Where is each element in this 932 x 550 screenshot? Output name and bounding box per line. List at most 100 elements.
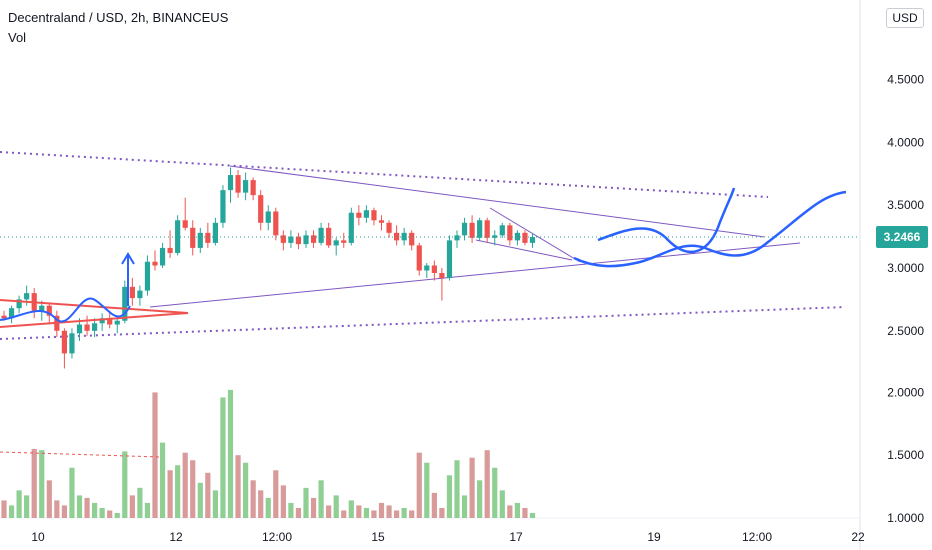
volume-bar xyxy=(401,507,407,518)
candle-body xyxy=(84,324,90,331)
price-tick-label: 1.5000 xyxy=(887,448,924,462)
volume-bar xyxy=(99,507,105,518)
candle-body xyxy=(144,261,151,291)
candle-body xyxy=(348,212,354,243)
candle-body xyxy=(114,320,120,325)
volume-bar xyxy=(439,507,445,518)
candle-body xyxy=(227,175,234,191)
volume-bar xyxy=(92,502,98,518)
drawings xyxy=(0,151,846,458)
volume-bar xyxy=(144,502,151,518)
candle-body xyxy=(303,235,309,245)
upper-trendline xyxy=(0,151,769,198)
candle-body xyxy=(507,225,513,241)
candle-body xyxy=(409,232,415,246)
candle-body xyxy=(439,273,445,279)
volume-bar xyxy=(341,510,347,518)
volume-bar xyxy=(295,507,302,518)
time-tick-label: 15 xyxy=(371,530,385,544)
grid xyxy=(0,0,861,550)
candle-body xyxy=(378,220,385,223)
volume-bar xyxy=(499,490,505,518)
price-tick-label: 3.5000 xyxy=(887,198,924,212)
candle-body xyxy=(477,220,483,238)
candle-body xyxy=(492,235,498,238)
time-tick-label: 12 xyxy=(169,530,183,544)
candle-body xyxy=(197,232,203,248)
candle-body xyxy=(212,222,218,243)
projection-path-early xyxy=(0,297,131,323)
volume-label[interactable]: Vol xyxy=(8,30,27,45)
volume-bar xyxy=(182,452,188,518)
candle-body xyxy=(205,232,211,243)
candle-body xyxy=(499,225,505,236)
candle-body xyxy=(529,237,536,243)
volume-bar xyxy=(409,510,415,518)
volume-bar xyxy=(280,485,286,518)
volume-bar xyxy=(348,500,354,518)
volume-bar xyxy=(507,505,513,518)
volume-bar xyxy=(484,450,490,518)
time-tick-label: 12:00 xyxy=(262,530,292,544)
candle-body xyxy=(69,333,75,354)
volume-bar xyxy=(227,389,234,518)
pennant-lower-line xyxy=(475,239,573,261)
candle-body xyxy=(461,222,468,236)
volume-bar xyxy=(212,490,218,518)
volume-bar xyxy=(363,507,369,518)
volume-bar xyxy=(492,467,498,518)
candle-body xyxy=(310,235,317,243)
price-tick-label: 4.5000 xyxy=(887,73,924,87)
candle-body xyxy=(24,293,30,300)
volume-bar xyxy=(129,495,135,518)
price-tick-label: 3.0000 xyxy=(887,261,924,275)
volume-bar xyxy=(1,500,7,518)
time-tick-label: 17 xyxy=(509,530,523,544)
candle-body xyxy=(265,211,271,223)
volume-bar xyxy=(318,480,324,518)
volume-bar xyxy=(197,482,203,518)
candle-body xyxy=(46,305,52,316)
candle-body xyxy=(333,240,339,246)
volume-bar xyxy=(114,512,120,518)
arrow-head xyxy=(121,252,135,265)
candle-body xyxy=(484,220,490,238)
price-axis[interactable]: 4.5000 4.0000 3.5000 3.0000 2.5000 2.0000 1.50… xyxy=(876,73,928,525)
candle-body xyxy=(190,227,196,248)
currency-selector-icon[interactable]: USD xyxy=(886,8,924,28)
candle-body xyxy=(76,324,83,334)
candle-body xyxy=(122,286,128,321)
volume-bar xyxy=(273,470,279,518)
volume-bar xyxy=(235,455,241,518)
candle-body xyxy=(99,318,105,324)
volume-bar xyxy=(431,492,437,518)
volume-bar xyxy=(39,450,45,518)
volume-bar xyxy=(522,507,528,518)
projection-path-high xyxy=(597,187,736,254)
symbol-title[interactable]: Decentraland / USD, 2h, BINANCEUS xyxy=(8,10,229,25)
volume-trendline xyxy=(0,451,161,458)
volume-bar xyxy=(454,460,460,518)
candle-body xyxy=(159,247,166,266)
volume-bar xyxy=(514,502,520,518)
candle-body xyxy=(273,211,279,236)
time-tick-label: 12:00 xyxy=(742,530,772,544)
volume-bar xyxy=(69,467,75,518)
candle-body xyxy=(250,180,256,196)
volume-bar xyxy=(461,495,468,518)
candle-body xyxy=(8,308,15,319)
candle-body xyxy=(522,232,528,243)
volume-bar xyxy=(159,442,166,518)
volume-bars xyxy=(1,389,536,518)
candle-body xyxy=(280,235,286,243)
volume-bar xyxy=(243,462,249,518)
candle-body xyxy=(16,299,22,309)
candle-body xyxy=(129,286,135,299)
price-tick-label: 2.5000 xyxy=(887,324,924,338)
candle-body xyxy=(1,315,7,319)
volume-bar xyxy=(265,497,271,518)
time-axis[interactable]: 10 12 12:00 15 17 19 12:00 22 xyxy=(31,530,865,544)
volume-bar xyxy=(446,475,453,518)
candle-body xyxy=(220,190,226,223)
